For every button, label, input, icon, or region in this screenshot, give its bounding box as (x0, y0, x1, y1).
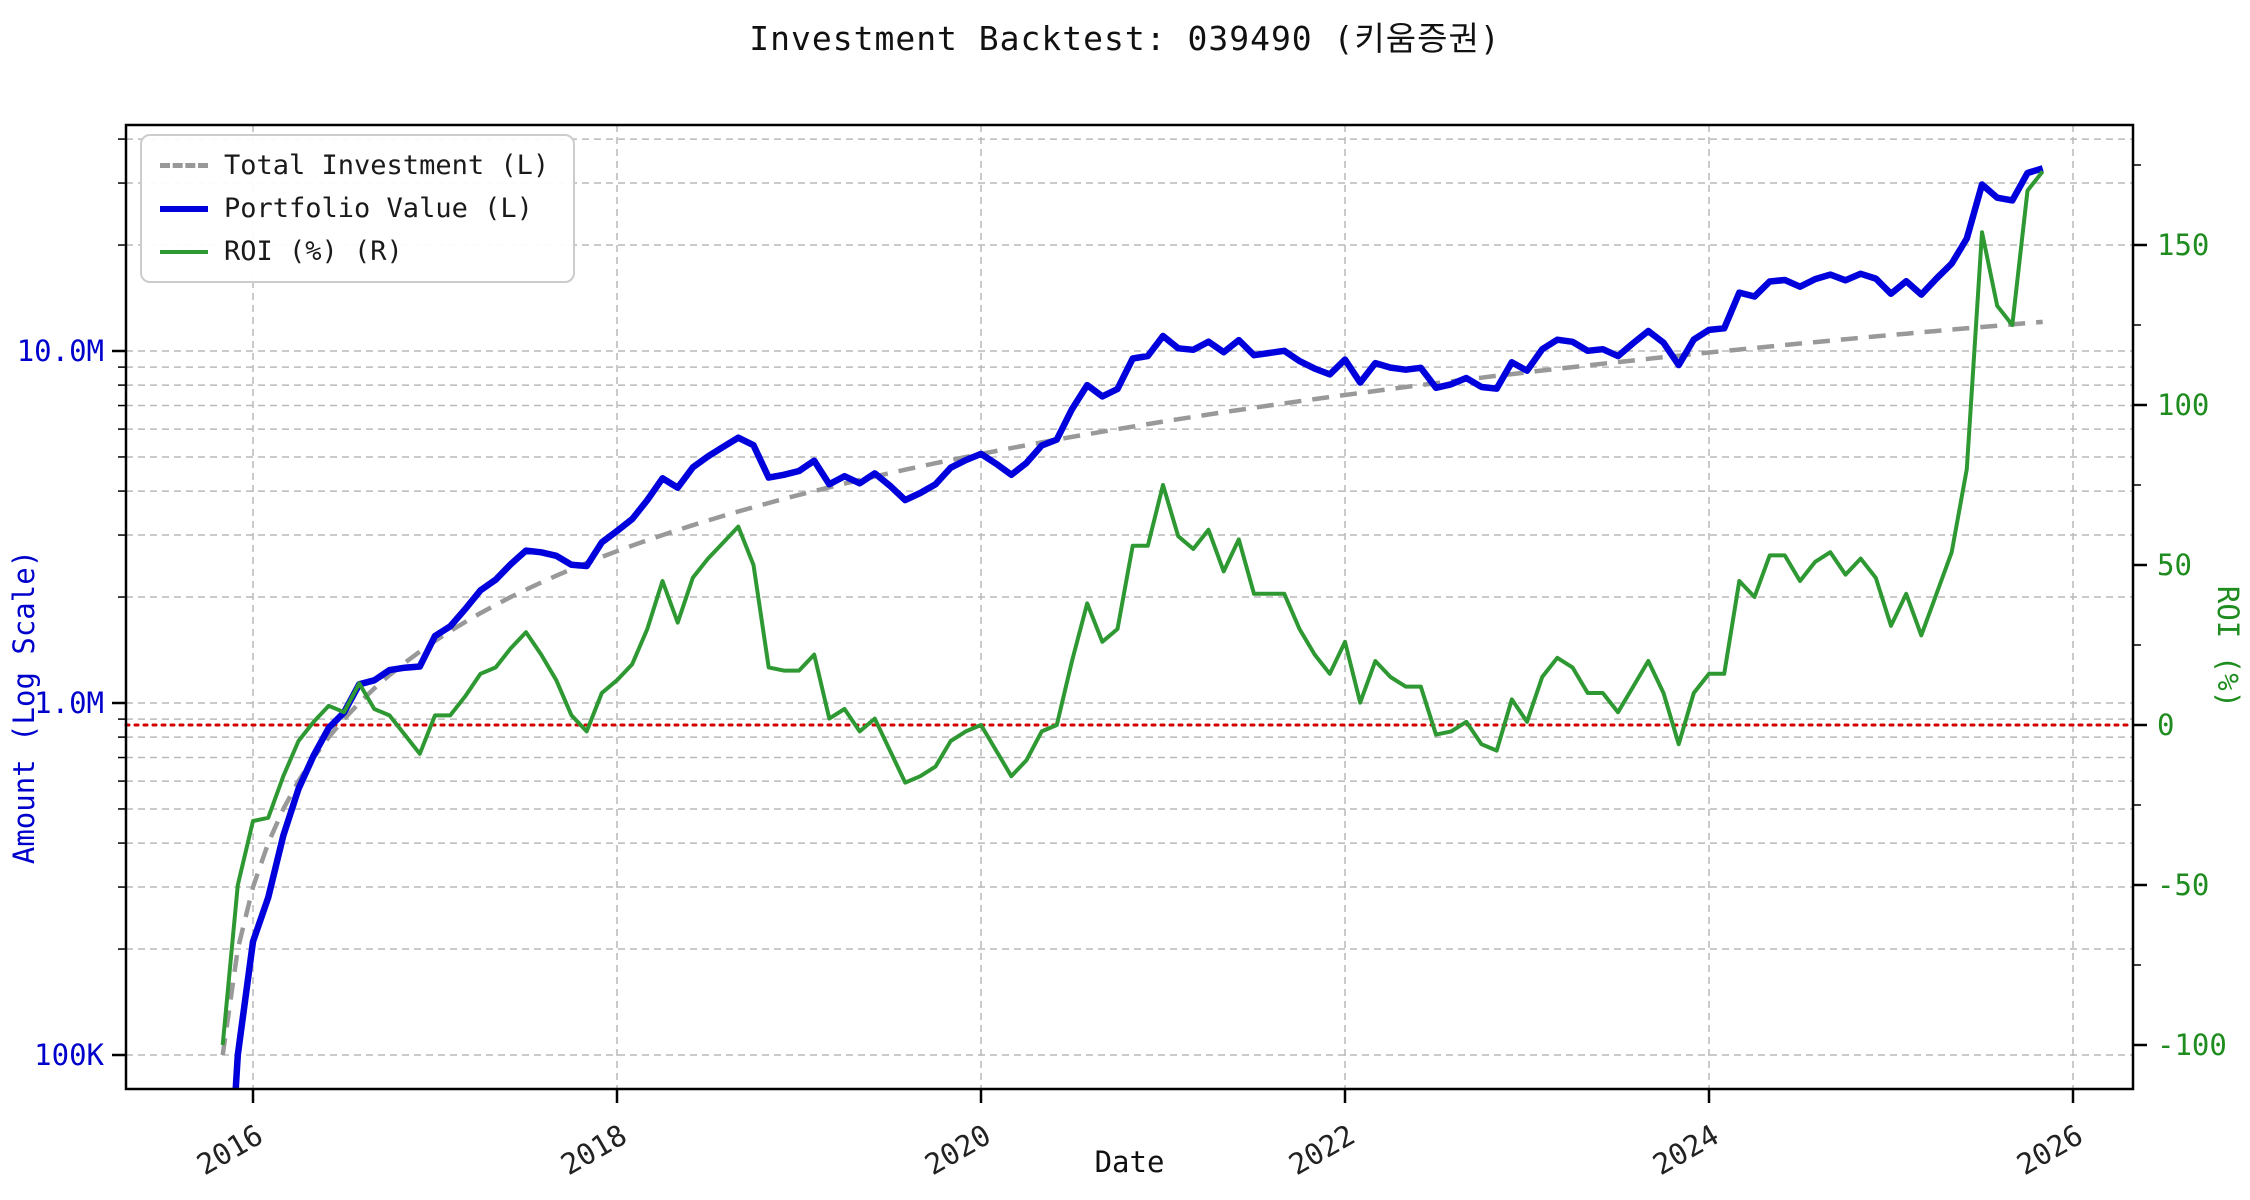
y-right-tick-label: -50 (2157, 868, 2209, 902)
x-tick-label: 2016 (191, 1118, 268, 1182)
x-tick-label: 2018 (555, 1118, 632, 1182)
plot-border (124, 123, 2135, 1091)
portfolio-value-line (232, 165, 2044, 1089)
legend-line-sample (160, 163, 208, 168)
y-right-tick-label: 50 (2157, 548, 2192, 582)
y-left-tick-label: 1.0M (34, 686, 104, 720)
y-right-tick-label: 0 (2157, 708, 2174, 742)
roi-line (220, 170, 2045, 1046)
legend-label: ROI (%) (R) (224, 236, 403, 267)
x-tick-label: 2026 (2011, 1118, 2088, 1182)
legend-item: Total Investment (L) (160, 150, 549, 181)
chart-title: Investment Backtest: 039490 (키움증권) (749, 19, 1501, 58)
legend-item: Portfolio Value (L) (160, 193, 549, 224)
y-right-tick-label: 100 (2157, 388, 2209, 422)
x-tick-label: 2022 (1283, 1118, 1360, 1182)
x-tick-label: 2024 (1647, 1118, 1724, 1182)
legend-label: Portfolio Value (L) (224, 193, 533, 224)
x-axis-label: Date (1095, 1145, 1165, 1179)
y-right-axis-label: ROI (%) (2211, 586, 2245, 708)
legend-line-sample (160, 205, 208, 212)
y-left-tick-label: 10.0M (17, 334, 104, 368)
legend-item: ROI (%) (R) (160, 236, 549, 267)
legend-label: Total Investment (L) (224, 150, 550, 181)
y-left-tick-label: 100K (34, 1038, 104, 1072)
axis-ticks (112, 138, 2147, 1103)
y-right-tick-label: -100 (2157, 1028, 2227, 1062)
y-left-axis-label: Amount (Log Scale) (7, 550, 41, 864)
x-tick-label: 2020 (919, 1118, 996, 1182)
gridlines (126, 125, 2133, 1089)
legend: Total Investment (L) Portfolio Value (L) R… (140, 134, 576, 283)
y-right-tick-label: 150 (2157, 228, 2209, 262)
total-investment-line (220, 319, 2043, 1056)
legend-line-sample (160, 249, 208, 254)
